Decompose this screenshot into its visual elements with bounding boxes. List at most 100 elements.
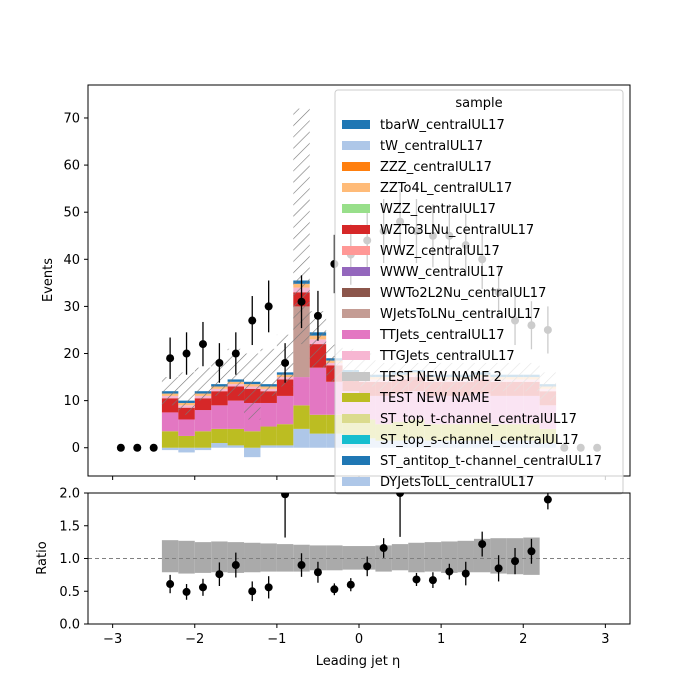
ratio-panel: 0.0 0.5 1.0 1.5 2.0 −3 −2 −1 0 1 2 3 Ratio Leading … [35, 487, 631, 669]
data-point-12 [313, 311, 322, 320]
ratio-band-9 [309, 545, 327, 571]
legend-entry-16: ST_antitop_t-channel_centralUL17 [380, 454, 602, 469]
legend-entry-0: tbarW_centralUL17 [380, 118, 505, 133]
main-panel: 0 10 20 30 40 50 60 70 Events sample tbarW_centr… [41, 84, 631, 495]
stack-bar-1-9 [309, 414, 327, 434]
legend-swatch-9 [342, 309, 370, 318]
ratio-point-13 [379, 544, 388, 553]
uncertainty-hatch-6 [260, 348, 277, 396]
ratio-point-14 [396, 493, 405, 497]
ratio-point-21 [511, 557, 520, 566]
stack-bar-1-8 [293, 405, 310, 429]
legend-swatch-6 [342, 246, 370, 255]
main-ytick-label-7: 70 [63, 111, 80, 126]
ratio-xtick-label-0: −3 [103, 632, 122, 647]
ratio-xtick-label-5: 2 [519, 632, 527, 647]
legend-swatch-1 [342, 141, 370, 150]
legend-entry-12: TEST NEW NAME 2 [379, 370, 502, 385]
ratio-point-18 [461, 569, 470, 578]
data-point-11 [297, 297, 306, 306]
legend-entry-17: DYJetsToLL_centralUL17 [380, 475, 534, 490]
ratio-point-11 [346, 580, 355, 589]
stack-bar-0-6 [260, 445, 277, 448]
main-ytick-label-0: 0 [72, 441, 80, 456]
ratio-band-3 [211, 541, 228, 573]
stack-bar-2-2 [194, 410, 212, 432]
stack-bar-0-3 [211, 443, 228, 448]
legend-entry-4: WZZ_centralUL17 [380, 202, 496, 217]
ratio-point-12 [363, 562, 372, 571]
ratio-band-10 [326, 545, 343, 571]
ratio-band-17 [441, 541, 458, 573]
ratio-axes: 0.0 0.5 1.0 1.5 2.0 −3 −2 −1 0 1 2 3 [59, 487, 631, 647]
ratio-point-9 [313, 568, 322, 577]
uncertainty-hatch-8 [293, 108, 310, 345]
uncertainty-hatch-0 [161, 377, 179, 406]
legend-swatch-16 [342, 456, 370, 465]
stack-bar-1-7 [276, 424, 294, 446]
legend-entry-2: ZZZ_centralUL17 [380, 160, 492, 175]
ratio-xtick-label-2: −1 [267, 632, 286, 647]
stack-bar-1-3 [211, 428, 228, 444]
ratio-ytick-label-2: 1.0 [59, 552, 80, 567]
stack-bar-1-5 [244, 431, 261, 448]
legend-swatch-10 [342, 330, 370, 339]
data-point-4 [182, 349, 191, 358]
stack-bar-2-4 [227, 400, 245, 429]
main-ytick-label-6: 60 [63, 159, 80, 174]
ratio-xtick-label-6: 3 [601, 632, 609, 647]
ratio-band-1 [178, 540, 195, 574]
ratio-point-10 [330, 585, 339, 594]
legend-swatch-4 [342, 204, 370, 213]
stack-bar-0-4 [227, 445, 245, 448]
legend-swatch-7 [342, 267, 370, 276]
stack-bar-0-7 [276, 445, 294, 448]
legend-swatch-13 [342, 393, 370, 402]
legend-entry-6: WWZ_centralUL17 [380, 244, 500, 259]
stack-bar-2-1 [178, 419, 195, 436]
stack-bar-0-2 [194, 447, 212, 451]
ratio-band-0 [161, 540, 179, 573]
ratio-band-2 [194, 542, 212, 573]
stack-bar-2-7 [276, 395, 294, 425]
legend-entry-11: TTGJets_centralUL17 [379, 349, 515, 364]
ratio-ytick-label-0: 0.0 [59, 618, 80, 633]
ratio-point-20 [494, 564, 503, 573]
stack-bar-4-6 [260, 391, 277, 403]
main-ytick-label-2: 20 [63, 347, 80, 362]
ratio-xtick-label-3: 0 [355, 632, 363, 647]
ratio-band-14 [391, 544, 409, 571]
ratio-band-7 [276, 544, 294, 572]
legend-swatch-2 [342, 162, 370, 171]
data-point-1 [133, 443, 142, 452]
legend-entry-13: TEST NEW NAME [379, 391, 489, 406]
stack-bar-0-9 [309, 433, 327, 448]
ratio-xtick-label-1: −2 [185, 632, 204, 647]
main-y-axis-label: Events [41, 258, 56, 302]
stack-bar-2-9 [309, 367, 327, 415]
data-point-5 [198, 340, 207, 349]
legend-swatch-11 [342, 351, 370, 360]
data-point-6 [215, 358, 224, 367]
ratio-xtick-label-4: 1 [437, 632, 445, 647]
stack-bar-0-8 [293, 428, 310, 448]
stack-bar-0-5 [244, 447, 261, 458]
ratio-point-19 [478, 540, 487, 549]
stack-bar-4-2 [194, 398, 212, 411]
legend-swatch-5 [342, 225, 370, 234]
stack-bar-1-2 [194, 431, 212, 448]
legend-swatch-15 [342, 435, 370, 444]
legend-entry-1: tW_centralUL17 [380, 139, 483, 154]
stack-bar-2-3 [211, 405, 228, 429]
ratio-band-15 [408, 542, 425, 573]
legend-entry-5: WZTo3LNu_centralUL17 [380, 223, 534, 238]
legend-title: sample [455, 96, 502, 111]
ratio-point-2 [198, 583, 207, 592]
legend-box [334, 89, 624, 495]
ratio-ytick-label-4: 2.0 [59, 487, 80, 502]
stack-bar-1-6 [260, 426, 277, 446]
ratio-band-5 [244, 542, 261, 573]
uncertainty-hatch-5 [244, 353, 261, 420]
uncertainty-hatch-1 [178, 372, 195, 415]
main-ytick-label-5: 50 [63, 206, 80, 221]
